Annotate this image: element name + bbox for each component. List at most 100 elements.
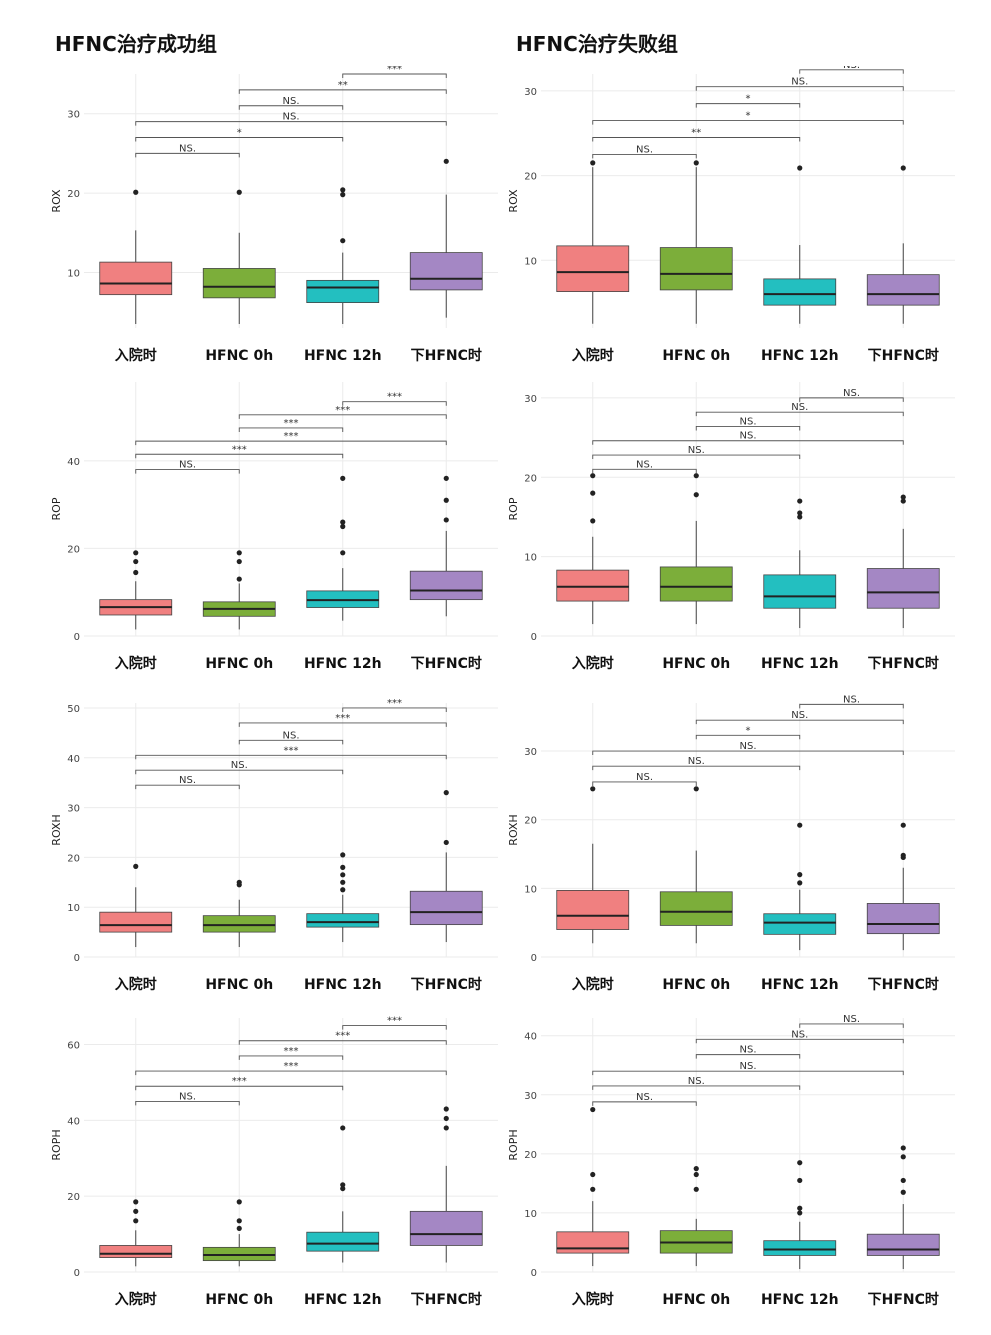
x-tick-label: 下HFNC时 — [411, 976, 482, 993]
box-body — [99, 261, 173, 296]
box-body — [556, 890, 630, 930]
significance-bracket — [238, 105, 344, 110]
outlier-point — [236, 879, 242, 885]
x-tick-label: 入院时 — [115, 1291, 157, 1308]
significance-bracket — [592, 750, 904, 756]
x-tick-label: 入院时 — [115, 347, 157, 364]
outlier-point — [693, 786, 699, 792]
chart-svg: 0 10 20 30 ROXH NS. NS. NS. * NS. NS. 入院时 HFNC 0h HFN… — [507, 694, 955, 993]
significance-label: NS. — [843, 66, 860, 71]
significance-label: NS. — [688, 445, 705, 456]
y-tick-label: 10 — [524, 1209, 537, 1220]
y-tick-label: 0 — [74, 632, 80, 643]
significance-bracket — [135, 152, 240, 158]
significance-bracket — [592, 781, 697, 786]
x-tick-label: HFNC 0h — [662, 977, 730, 993]
outlier-point — [133, 550, 139, 556]
significance-bracket — [238, 1055, 344, 1060]
significance-label: NS. — [843, 695, 860, 705]
significance-label: NS. — [843, 1014, 860, 1025]
box-body — [306, 1231, 380, 1252]
significance-bracket — [135, 453, 344, 459]
outlier-point — [340, 872, 346, 878]
significance-label: *** — [335, 1031, 350, 1042]
x-tick-label: 入院时 — [572, 1291, 614, 1308]
significance-bracket — [135, 121, 447, 126]
x-tick-label: HFNC 0h — [205, 656, 273, 672]
outlier-point — [797, 165, 803, 171]
outlier-point — [693, 160, 699, 166]
y-tick-label: 0 — [531, 1268, 537, 1279]
outlier-point — [340, 852, 346, 858]
outlier-point — [590, 1171, 596, 1178]
box-body — [763, 574, 837, 609]
significance-label: NS. — [179, 460, 196, 471]
significance-label: * — [746, 111, 751, 122]
outlier-point — [236, 1199, 242, 1205]
y-tick-label: 30 — [524, 747, 537, 758]
x-tick-label: 下HFNC时 — [411, 347, 482, 364]
significance-bracket — [238, 427, 344, 432]
significance-bracket — [342, 73, 447, 78]
significance-label: NS. — [636, 1092, 653, 1103]
significance-bracket — [799, 1023, 904, 1028]
outlier-point — [340, 187, 346, 193]
outlier-point — [443, 1106, 449, 1112]
box-body — [866, 274, 940, 306]
significance-bracket — [592, 137, 801, 142]
box-body — [659, 566, 733, 602]
x-tick-label: HFNC 12h — [304, 977, 382, 993]
chart-success-rop: 0 20 40 ROP NS. *** *** *** *** *** 入院时 HFNC 0h HFNC… — [48, 374, 508, 674]
significance-bracket — [135, 1070, 447, 1076]
outlier-point — [340, 519, 346, 525]
box-body — [556, 569, 630, 602]
outlier-point — [590, 786, 596, 792]
outlier-point — [693, 1166, 699, 1172]
chart-failure-roph: 0 10 20 30 40 ROPH NS. NS. NS. NS. NS. NS. 入院时 HFNC 0… — [505, 1010, 965, 1310]
significance-label: ** — [691, 128, 701, 139]
y-tick-label: 10 — [524, 884, 537, 895]
significance-label: *** — [335, 713, 350, 724]
outlier-point — [693, 1171, 699, 1178]
outlier-point — [900, 1154, 906, 1160]
x-tick-label: HFNC 12h — [761, 977, 839, 993]
y-tick-label: 40 — [67, 754, 80, 765]
box-body — [409, 1210, 483, 1246]
significance-label: * — [237, 128, 242, 139]
outlier-point — [900, 1177, 906, 1184]
outlier-point — [236, 558, 242, 565]
y-tick-label: 20 — [524, 172, 537, 183]
significance-label: NS. — [843, 388, 860, 399]
outlier-point — [590, 490, 596, 496]
box-body — [763, 1240, 837, 1256]
outlier-point — [693, 473, 699, 479]
significance-label: NS. — [791, 710, 808, 721]
box-body — [763, 278, 837, 306]
y-tick-label: 0 — [74, 1268, 80, 1279]
outlier-point — [340, 864, 346, 870]
outlier-point — [340, 550, 346, 556]
y-tick-label: 20 — [524, 1150, 537, 1161]
outlier-point — [340, 1182, 346, 1188]
x-tick-label: HFNC 12h — [761, 1292, 839, 1308]
significance-label: * — [746, 725, 751, 736]
significance-bracket — [592, 153, 697, 159]
y-tick-label: 20 — [524, 816, 537, 827]
outlier-point — [900, 498, 906, 504]
outlier-point — [236, 550, 242, 556]
chart-svg: 0 20 40 60 ROPH NS. *** *** *** *** *** 入院时 HFNC 0h H… — [50, 1016, 498, 1308]
box-body — [306, 279, 380, 304]
y-tick-label: 10 — [524, 256, 537, 267]
significance-label: NS. — [688, 1076, 705, 1087]
box-body — [306, 913, 380, 928]
significance-label: NS. — [282, 730, 299, 741]
significance-bracket — [592, 1085, 801, 1090]
y-axis-label: ROPH — [507, 1129, 520, 1160]
significance-label: NS. — [688, 756, 705, 767]
outlier-point — [133, 1218, 139, 1224]
significance-bracket — [695, 719, 904, 725]
significance-bracket — [135, 1085, 344, 1091]
outlier-point — [590, 518, 596, 524]
x-tick-label: HFNC 0h — [205, 1292, 273, 1308]
